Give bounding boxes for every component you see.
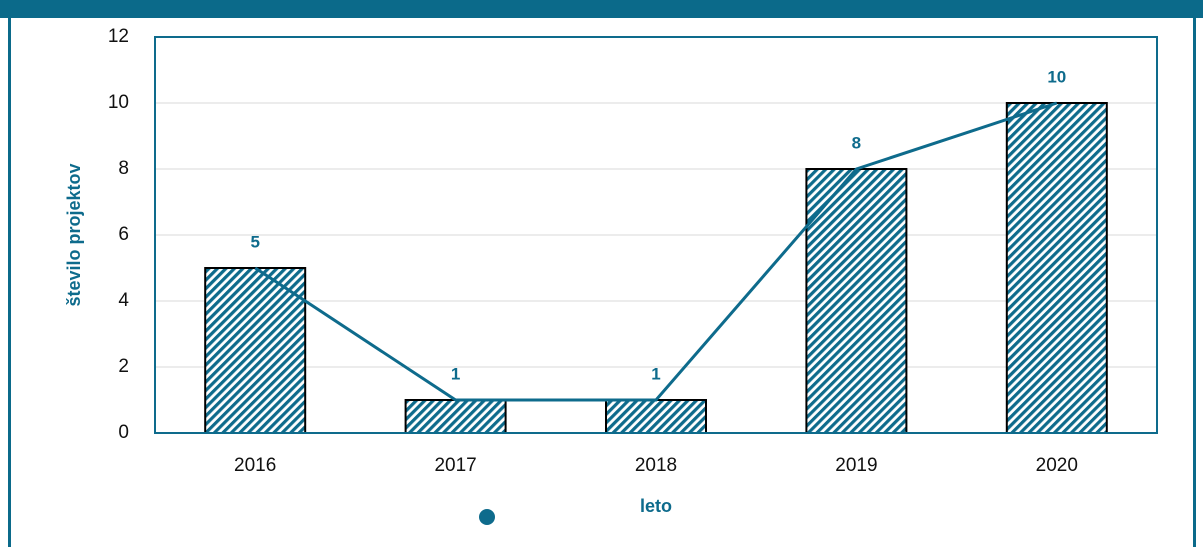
bar [1005,102,1108,434]
right-border [1193,0,1196,547]
y-tick-label: 2 [118,356,129,377]
trend-line [254,101,1058,402]
data-label: 10 [1047,67,1066,86]
data-label: 5 [250,232,259,251]
y-tick-label: 12 [108,26,129,47]
y-tick-label: 8 [118,158,129,179]
left-border [8,0,11,547]
dot [479,509,495,525]
y-tick-label: 0 [118,422,129,443]
bar [404,399,507,434]
data-label: 1 [651,364,660,383]
bar [805,168,908,434]
bar [605,399,707,434]
x-axis-title: leto [640,496,672,516]
x-tick-label: 2020 [1036,455,1078,476]
x-tick-label: 2019 [835,455,877,476]
y-tick-label: 4 [118,290,129,311]
data-label: 1 [451,364,460,383]
x-tick-label: 2017 [434,455,476,476]
top-band [0,0,1203,18]
x-tick-label: 2018 [635,455,677,476]
y-tick-label: 10 [108,92,129,113]
data-label: 8 [852,133,861,152]
y-axis-title: število projektov [64,163,84,306]
y-tick-label: 6 [118,224,129,245]
plot-border [154,36,1158,434]
x-tick-label: 2016 [234,455,276,476]
